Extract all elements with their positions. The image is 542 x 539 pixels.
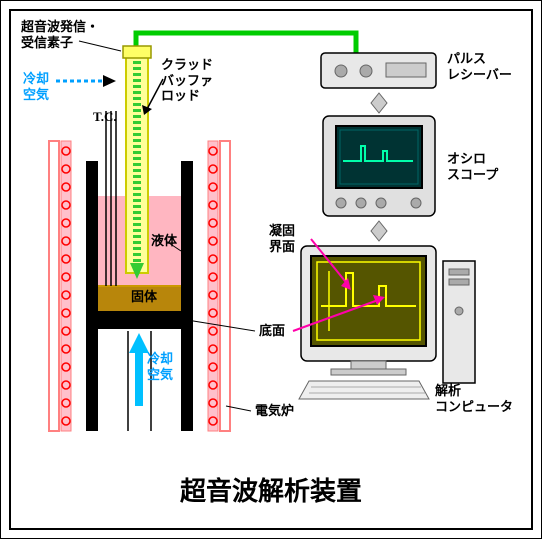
label-oscilloscope: オシロ スコープ — [447, 151, 498, 182]
label-liquid: 液体 — [151, 233, 177, 249]
diagram-inner: 超音波発信・ 受信素子 冷却 空気 クラッド バッファ ロッド T.C. 液体 … — [9, 9, 533, 530]
label-solidification-interface: 凝固 界面 — [269, 223, 295, 254]
label-solid: 固体 — [131, 289, 157, 305]
label-pulse-receiver: パルス レシーバー — [447, 51, 512, 82]
diagram-svg — [11, 11, 535, 532]
label-cooling-air-top: 冷却 空気 — [23, 71, 49, 102]
label-cooling-air-bottom: 冷却 空気 — [147, 351, 173, 382]
label-tc: T.C. — [93, 109, 117, 125]
label-furnace: 電気炉 — [255, 403, 294, 419]
label-analysis-computer: 解析 コンピュータ — [435, 383, 513, 414]
diagram-frame: 超音波発信・ 受信素子 冷却 空気 クラッド バッファ ロッド T.C. 液体 … — [0, 0, 542, 539]
diagram-title: 超音波解析装置 — [11, 471, 531, 508]
label-clad-buffer-rod: クラッド バッファ ロッド — [161, 57, 213, 104]
label-bottom-surface: 底面 — [259, 323, 285, 339]
label-transducer: 超音波発信・ 受信素子 — [21, 19, 99, 50]
